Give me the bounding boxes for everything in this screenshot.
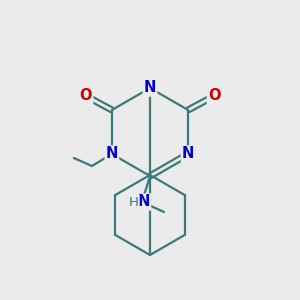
Text: N: N xyxy=(182,146,194,161)
Text: O: O xyxy=(208,88,220,104)
Text: N: N xyxy=(106,146,118,161)
Text: N: N xyxy=(144,80,156,95)
Text: H: H xyxy=(129,196,139,208)
Text: O: O xyxy=(80,88,92,104)
Text: N: N xyxy=(138,194,150,209)
